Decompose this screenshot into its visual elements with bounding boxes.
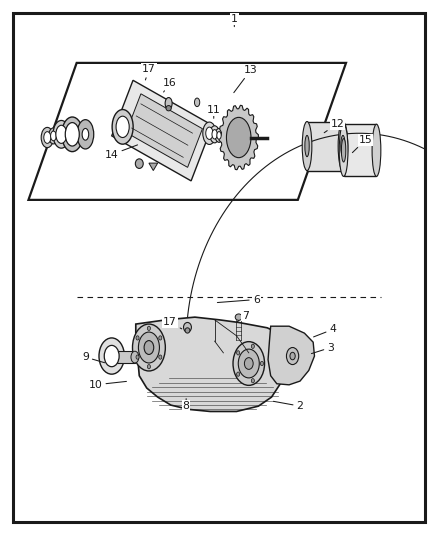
Ellipse shape [226, 117, 251, 158]
Ellipse shape [210, 126, 219, 143]
Ellipse shape [237, 372, 240, 376]
Text: 11: 11 [207, 106, 221, 118]
Ellipse shape [53, 120, 70, 148]
Ellipse shape [136, 336, 139, 340]
Ellipse shape [116, 116, 129, 138]
Ellipse shape [244, 358, 253, 369]
Polygon shape [219, 105, 258, 170]
Polygon shape [268, 326, 314, 385]
Ellipse shape [251, 378, 254, 383]
Ellipse shape [185, 328, 190, 333]
Ellipse shape [77, 119, 94, 149]
Text: 10: 10 [88, 380, 127, 390]
Ellipse shape [82, 128, 88, 140]
Ellipse shape [305, 135, 309, 157]
Ellipse shape [372, 124, 381, 176]
Bar [117, 351, 135, 363]
Text: 17: 17 [142, 64, 156, 80]
Ellipse shape [290, 352, 295, 360]
Ellipse shape [286, 348, 299, 365]
Bar [112, 80, 212, 181]
Ellipse shape [132, 324, 166, 371]
Ellipse shape [104, 345, 119, 367]
Ellipse shape [144, 341, 154, 354]
Ellipse shape [135, 159, 143, 168]
Ellipse shape [203, 122, 216, 144]
Ellipse shape [184, 322, 191, 332]
Polygon shape [136, 317, 293, 411]
Ellipse shape [233, 342, 265, 385]
Ellipse shape [159, 336, 162, 340]
Ellipse shape [212, 130, 217, 139]
Text: 9: 9 [82, 352, 105, 363]
Ellipse shape [136, 355, 139, 359]
Ellipse shape [159, 355, 162, 359]
Text: 12: 12 [324, 119, 344, 133]
Ellipse shape [62, 117, 83, 152]
Text: 2: 2 [273, 401, 304, 411]
Ellipse shape [44, 132, 51, 143]
Ellipse shape [99, 338, 124, 374]
Ellipse shape [165, 98, 172, 109]
Ellipse shape [131, 351, 139, 363]
Ellipse shape [112, 110, 133, 144]
Ellipse shape [138, 332, 159, 363]
Ellipse shape [215, 128, 223, 142]
Ellipse shape [251, 344, 254, 349]
Text: 14: 14 [105, 145, 138, 159]
Ellipse shape [302, 122, 312, 171]
Ellipse shape [49, 128, 58, 144]
Ellipse shape [339, 124, 348, 176]
Ellipse shape [237, 351, 240, 355]
Text: 15: 15 [353, 135, 373, 152]
Text: 17: 17 [163, 318, 182, 329]
Ellipse shape [65, 123, 79, 146]
Text: 16: 16 [163, 78, 177, 92]
Bar [126, 94, 202, 167]
Ellipse shape [341, 135, 345, 157]
Ellipse shape [235, 314, 242, 320]
Ellipse shape [206, 127, 213, 140]
Text: 1: 1 [231, 14, 238, 27]
Text: 6: 6 [217, 295, 260, 304]
Ellipse shape [50, 131, 56, 141]
Ellipse shape [147, 326, 151, 330]
Ellipse shape [338, 122, 348, 171]
Polygon shape [149, 163, 158, 171]
Ellipse shape [342, 139, 346, 162]
Ellipse shape [41, 127, 53, 148]
Ellipse shape [260, 361, 263, 366]
Bar [343, 124, 376, 176]
Text: 4: 4 [314, 325, 336, 337]
Polygon shape [28, 63, 346, 200]
Bar [307, 122, 343, 171]
Ellipse shape [217, 132, 221, 139]
Text: 13: 13 [234, 66, 258, 93]
Ellipse shape [166, 106, 171, 111]
Text: 8: 8 [183, 399, 190, 411]
Text: 7: 7 [237, 311, 249, 322]
Ellipse shape [194, 98, 200, 107]
Ellipse shape [238, 349, 259, 378]
Text: 3: 3 [311, 343, 334, 353]
Ellipse shape [147, 365, 151, 369]
Ellipse shape [56, 125, 67, 143]
